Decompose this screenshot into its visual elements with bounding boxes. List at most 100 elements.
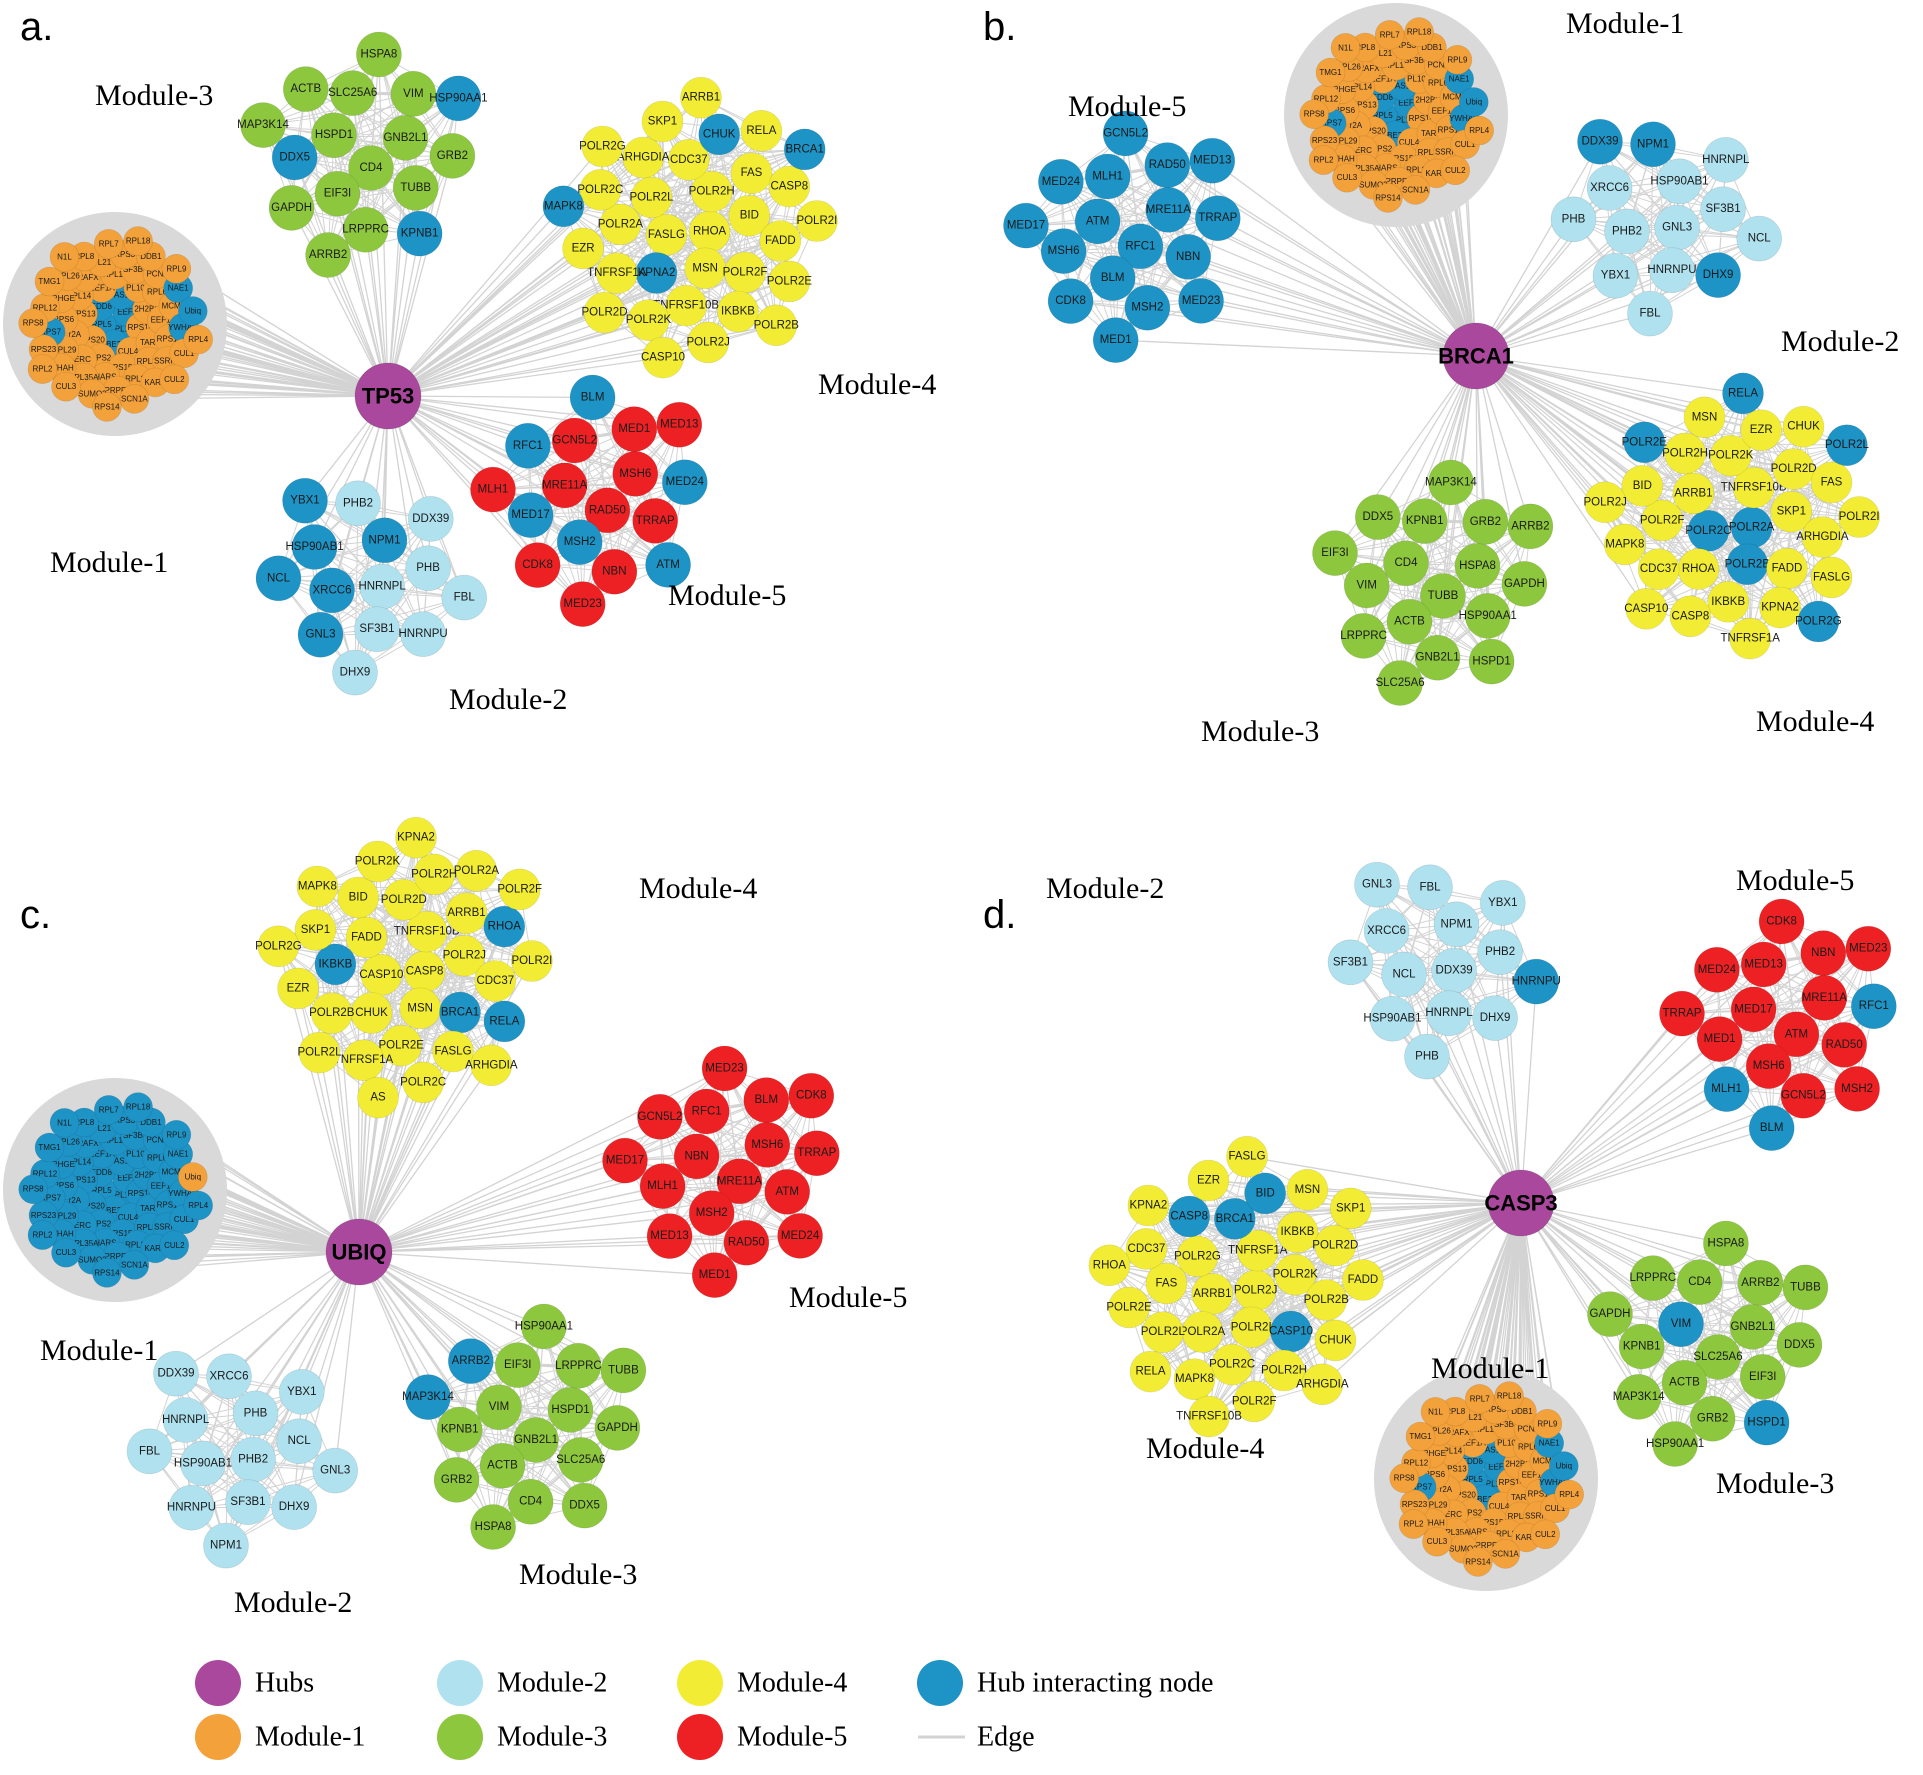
svg-text:Module-1: Module-1 (255, 1722, 365, 1753)
svg-text:Module-1: Module-1 (1431, 1352, 1549, 1385)
svg-text:MED24: MED24 (666, 476, 705, 488)
svg-text:BLM: BLM (1760, 1122, 1784, 1134)
svg-text:RPS23: RPS23 (1312, 136, 1338, 145)
svg-text:TNFRSF1A: TNFRSF1A (1720, 633, 1780, 645)
svg-text:PHB: PHB (244, 1407, 268, 1419)
svg-text:KPNA2: KPNA2 (1761, 602, 1799, 614)
svg-text:POLR2B: POLR2B (1725, 558, 1771, 570)
svg-text:CD4: CD4 (1688, 1276, 1712, 1288)
svg-text:RPL9: RPL9 (1447, 55, 1468, 64)
svg-text:DDX5: DDX5 (1784, 1339, 1815, 1351)
svg-text:MED1: MED1 (699, 1269, 731, 1281)
svg-text:NBN: NBN (684, 1150, 708, 1162)
svg-text:HNRNPL: HNRNPL (1702, 154, 1750, 166)
svg-text:BRCA1: BRCA1 (441, 1007, 479, 1019)
svg-text:MSN: MSN (692, 262, 718, 274)
svg-text:BLM: BLM (581, 392, 605, 404)
svg-text:CASP3: CASP3 (1484, 1191, 1557, 1216)
svg-text:KPNA2: KPNA2 (397, 832, 435, 844)
svg-text:POLR2G: POLR2G (1174, 1250, 1221, 1262)
svg-text:ACTB: ACTB (1669, 1377, 1700, 1389)
svg-text:CASP8: CASP8 (1170, 1211, 1208, 1223)
svg-text:EIF3I: EIF3I (504, 1359, 531, 1371)
svg-text:RPS14: RPS14 (1465, 1557, 1491, 1566)
svg-text:FASLG: FASLG (1228, 1151, 1265, 1163)
svg-text:POLR2J: POLR2J (1583, 496, 1626, 508)
svg-text:POLR2H: POLR2H (1261, 1365, 1307, 1377)
svg-text:FADD: FADD (351, 931, 382, 943)
svg-text:RFC1: RFC1 (692, 1106, 722, 1118)
svg-text:MED1: MED1 (1704, 1033, 1736, 1045)
svg-text:PHB: PHB (416, 562, 440, 574)
svg-text:CUL2: CUL2 (164, 375, 185, 384)
svg-text:HSP90AA1: HSP90AA1 (429, 92, 487, 104)
svg-text:GAPDH: GAPDH (597, 1422, 638, 1434)
svg-text:TRRAP: TRRAP (1198, 212, 1237, 224)
svg-text:FASLG: FASLG (434, 1046, 471, 1058)
svg-text:Module-3: Module-3 (519, 1558, 637, 1591)
svg-text:MLH1: MLH1 (1711, 1083, 1742, 1095)
svg-text:POLR2J: POLR2J (443, 950, 486, 962)
svg-text:HSP90AA1: HSP90AA1 (1646, 1438, 1704, 1450)
svg-text:MSH2: MSH2 (696, 1207, 728, 1219)
svg-text:POLR2D: POLR2D (1771, 463, 1817, 475)
svg-text:NBN: NBN (1811, 947, 1835, 959)
svg-text:RPS8: RPS8 (23, 319, 44, 328)
svg-text:RAD50: RAD50 (1826, 1039, 1863, 1051)
svg-text:POLR2B: POLR2B (309, 1007, 355, 1019)
svg-text:ARRB2: ARRB2 (1511, 520, 1549, 532)
svg-text:Module-2: Module-2 (1046, 872, 1164, 905)
svg-text:RPL18: RPL18 (126, 237, 151, 246)
svg-text:GAPDH: GAPDH (1590, 1308, 1631, 1320)
svg-text:Hubs: Hubs (255, 1668, 314, 1699)
svg-text:CHUK: CHUK (355, 1007, 388, 1019)
svg-text:SF3B1: SF3B1 (1333, 956, 1368, 968)
svg-text:YBX1: YBX1 (1488, 897, 1517, 909)
svg-text:MSH6: MSH6 (1753, 1060, 1785, 1072)
svg-text:VIM: VIM (489, 1401, 509, 1413)
svg-text:EIF3I: EIF3I (324, 188, 351, 200)
svg-text:RPL7: RPL7 (99, 239, 120, 248)
svg-text:ARHGDIA: ARHGDIA (1796, 531, 1849, 543)
svg-text:SLC25A6: SLC25A6 (1693, 1351, 1742, 1363)
svg-text:FBL: FBL (139, 1445, 161, 1457)
svg-text:RELA: RELA (489, 1015, 519, 1027)
svg-text:MLH1: MLH1 (478, 484, 509, 496)
svg-text:TNFRSF1A: TNFRSF1A (334, 1054, 394, 1066)
svg-text:CD4: CD4 (519, 1496, 543, 1508)
svg-text:SCN1A: SCN1A (1402, 185, 1429, 194)
svg-text:CDC37: CDC37 (476, 975, 514, 987)
svg-text:Module-4: Module-4 (818, 368, 936, 401)
svg-text:GNL3: GNL3 (320, 1465, 350, 1477)
svg-text:FADD: FADD (1772, 563, 1803, 575)
svg-text:GAPDH: GAPDH (271, 202, 312, 214)
svg-text:POLR2I: POLR2I (511, 955, 552, 967)
svg-text:MSN: MSN (1295, 1184, 1321, 1196)
svg-text:NAE1: NAE1 (1449, 75, 1470, 84)
svg-text:MED13: MED13 (1193, 155, 1231, 167)
svg-text:ARRB2: ARRB2 (309, 249, 347, 261)
svg-text:POLR2A: POLR2A (1180, 1326, 1226, 1338)
svg-text:IKBKB: IKBKB (721, 306, 755, 318)
svg-text:ARRB1: ARRB1 (1674, 487, 1712, 499)
svg-text:EIF3I: EIF3I (1321, 547, 1348, 559)
svg-text:DHX9: DHX9 (340, 667, 371, 679)
svg-text:MED17: MED17 (606, 1155, 644, 1167)
svg-text:GRB2: GRB2 (1470, 516, 1501, 528)
svg-text:TNFRSF10B: TNFRSF10B (1176, 1411, 1242, 1423)
svg-text:POLR2C: POLR2C (1209, 1359, 1255, 1371)
svg-text:SKP1: SKP1 (1777, 506, 1806, 518)
svg-text:NBN: NBN (602, 566, 626, 578)
svg-text:MED13: MED13 (1745, 959, 1783, 971)
svg-text:POLR2D: POLR2D (581, 307, 627, 319)
svg-text:RPL2: RPL2 (32, 1231, 53, 1240)
svg-text:GAPDH: GAPDH (1504, 578, 1545, 590)
svg-text:ATM: ATM (1785, 1028, 1808, 1040)
svg-text:NCL: NCL (288, 1435, 312, 1447)
svg-text:EZR: EZR (1197, 1175, 1220, 1187)
svg-text:CASP8: CASP8 (770, 181, 808, 193)
svg-text:HNRNPU: HNRNPU (1647, 264, 1696, 276)
svg-text:RHOA: RHOA (693, 226, 727, 238)
svg-text:Module-2: Module-2 (497, 1668, 607, 1699)
svg-text:GCN5L2: GCN5L2 (1781, 1090, 1826, 1102)
